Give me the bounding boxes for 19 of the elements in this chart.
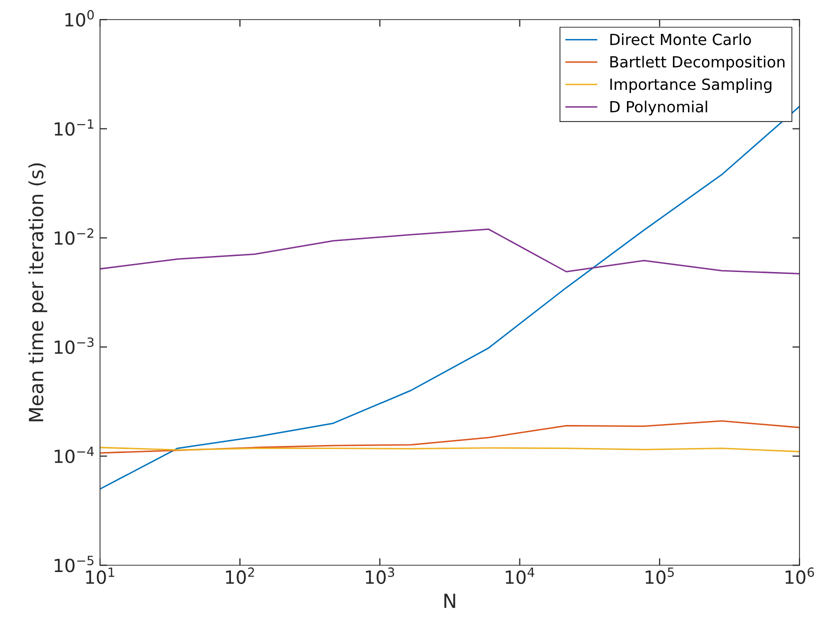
y-tick-label: 10$^{0}$ bbox=[65, 10, 94, 27]
legend-label: Bartlett Decomposition bbox=[610, 56, 784, 71]
x-tick-label: 10$^{2}$ bbox=[226, 567, 254, 584]
y-tick-label: 10$^{−2}$ bbox=[54, 228, 94, 245]
x-tick-label: 10$^{5}$ bbox=[646, 568, 674, 584]
x-axis-title: N bbox=[444, 594, 456, 608]
x-tick-label: 10$^{4}$ bbox=[506, 568, 534, 584]
legend-label: Direct Monte Carlo bbox=[610, 33, 751, 46]
x-tick-label: 10$^{6}$ bbox=[786, 567, 814, 584]
legend-label: D Polynomial bbox=[610, 100, 708, 116]
y-tick-label: 10$^{−1}$ bbox=[54, 119, 94, 136]
x-tick-label: 10$^{1}$ bbox=[86, 568, 114, 584]
y-tick-label: 10$^{−3}$ bbox=[54, 337, 94, 354]
legend-label: Importance Sampling bbox=[610, 78, 772, 94]
line-series bbox=[100, 420, 800, 454]
x-tick-label: 10$^{3}$ bbox=[366, 567, 394, 584]
y-tick-label: 10$^{−4}$ bbox=[54, 446, 94, 464]
y-axis-title: Mean time per iteration (s) bbox=[28, 163, 48, 422]
line-series bbox=[100, 228, 800, 274]
